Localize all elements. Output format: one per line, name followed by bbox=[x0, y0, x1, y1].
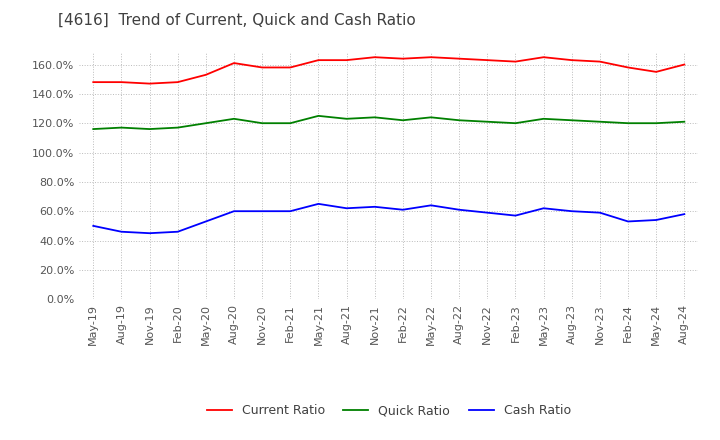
Text: [4616]  Trend of Current, Quick and Cash Ratio: [4616] Trend of Current, Quick and Cash … bbox=[58, 13, 415, 28]
Current Ratio bbox=[427, 55, 436, 60]
Cash Ratio bbox=[342, 205, 351, 211]
Current Ratio bbox=[258, 65, 266, 70]
Current Ratio bbox=[370, 55, 379, 60]
Current Ratio bbox=[539, 55, 548, 60]
Current Ratio bbox=[174, 80, 182, 85]
Cash Ratio bbox=[567, 209, 576, 214]
Quick Ratio bbox=[455, 117, 464, 123]
Current Ratio bbox=[511, 59, 520, 64]
Cash Ratio bbox=[539, 205, 548, 211]
Quick Ratio bbox=[483, 119, 492, 125]
Cash Ratio bbox=[286, 209, 294, 214]
Current Ratio bbox=[314, 58, 323, 63]
Cash Ratio bbox=[89, 223, 98, 228]
Cash Ratio bbox=[483, 210, 492, 215]
Quick Ratio bbox=[567, 117, 576, 123]
Quick Ratio bbox=[652, 121, 660, 126]
Quick Ratio bbox=[145, 126, 154, 132]
Cash Ratio bbox=[174, 229, 182, 235]
Quick Ratio bbox=[595, 119, 604, 125]
Quick Ratio bbox=[174, 125, 182, 130]
Quick Ratio bbox=[202, 121, 210, 126]
Quick Ratio bbox=[680, 119, 688, 125]
Cash Ratio bbox=[680, 212, 688, 217]
Cash Ratio bbox=[652, 217, 660, 223]
Legend: Current Ratio, Quick Ratio, Cash Ratio: Current Ratio, Quick Ratio, Cash Ratio bbox=[202, 399, 576, 422]
Cash Ratio bbox=[230, 209, 238, 214]
Cash Ratio bbox=[455, 207, 464, 213]
Quick Ratio bbox=[624, 121, 632, 126]
Quick Ratio bbox=[370, 115, 379, 120]
Current Ratio bbox=[89, 80, 98, 85]
Quick Ratio bbox=[286, 121, 294, 126]
Current Ratio bbox=[145, 81, 154, 86]
Current Ratio bbox=[483, 58, 492, 63]
Quick Ratio bbox=[511, 121, 520, 126]
Quick Ratio bbox=[117, 125, 126, 130]
Current Ratio bbox=[286, 65, 294, 70]
Current Ratio bbox=[230, 60, 238, 66]
Current Ratio bbox=[455, 56, 464, 61]
Quick Ratio bbox=[230, 116, 238, 121]
Cash Ratio bbox=[117, 229, 126, 235]
Line: Cash Ratio: Cash Ratio bbox=[94, 204, 684, 233]
Current Ratio bbox=[624, 65, 632, 70]
Current Ratio bbox=[595, 59, 604, 64]
Cash Ratio bbox=[511, 213, 520, 218]
Quick Ratio bbox=[399, 117, 408, 123]
Cash Ratio bbox=[314, 201, 323, 206]
Current Ratio bbox=[567, 58, 576, 63]
Cash Ratio bbox=[624, 219, 632, 224]
Line: Current Ratio: Current Ratio bbox=[94, 57, 684, 84]
Cash Ratio bbox=[427, 203, 436, 208]
Cash Ratio bbox=[370, 204, 379, 209]
Current Ratio bbox=[342, 58, 351, 63]
Current Ratio bbox=[399, 56, 408, 61]
Cash Ratio bbox=[145, 231, 154, 236]
Quick Ratio bbox=[258, 121, 266, 126]
Cash Ratio bbox=[399, 207, 408, 213]
Current Ratio bbox=[680, 62, 688, 67]
Quick Ratio bbox=[539, 116, 548, 121]
Current Ratio bbox=[202, 72, 210, 77]
Cash Ratio bbox=[258, 209, 266, 214]
Quick Ratio bbox=[314, 113, 323, 118]
Quick Ratio bbox=[342, 116, 351, 121]
Quick Ratio bbox=[89, 126, 98, 132]
Line: Quick Ratio: Quick Ratio bbox=[94, 116, 684, 129]
Quick Ratio bbox=[427, 115, 436, 120]
Current Ratio bbox=[117, 80, 126, 85]
Current Ratio bbox=[652, 69, 660, 74]
Cash Ratio bbox=[202, 219, 210, 224]
Cash Ratio bbox=[595, 210, 604, 215]
